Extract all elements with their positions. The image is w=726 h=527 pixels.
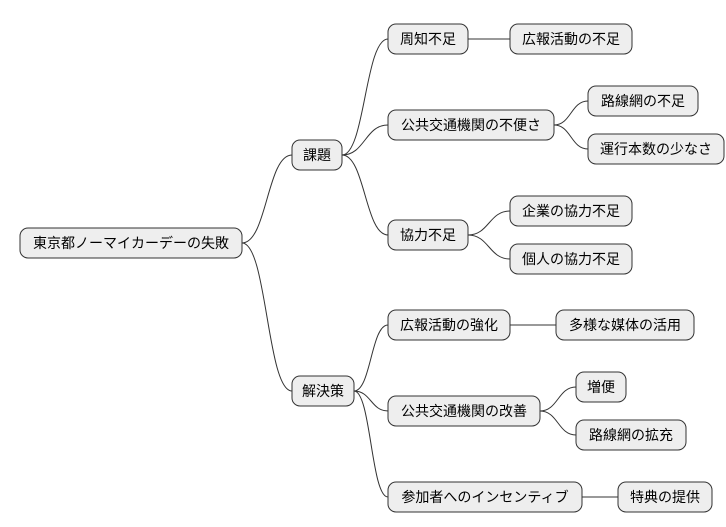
node-label: 企業の協力不足 [522,203,620,219]
node-label: 路線網の不足 [601,93,685,109]
edge [554,101,588,125]
node-label: 広報活動の強化 [400,317,498,333]
node-label: 周知不足 [400,31,456,47]
node-label: 多様な媒体の活用 [569,317,681,333]
node-sol: 解決策 [292,376,354,406]
node-label: 公共交通機関の不便さ [401,117,541,133]
edge [468,235,510,259]
node-i3b: 個人の協力不足 [510,244,632,274]
edge [242,243,292,391]
edge [354,391,388,497]
node-root: 東京都ノーマイカーデーの失敗 [20,228,242,258]
node-s1: 広報活動の強化 [388,310,510,340]
node-label: 運行本数の少なさ [600,141,712,157]
node-label: 協力不足 [400,227,456,243]
node-label: 広報活動の不足 [522,31,620,47]
node-label: 個人の協力不足 [522,251,620,267]
node-i2b: 運行本数の少なさ [588,134,724,164]
node-s2a: 増便 [576,372,626,402]
node-s1a: 多様な媒体の活用 [556,310,694,340]
edge [342,39,388,155]
node-s2: 公共交通機関の改善 [388,396,540,426]
node-label: 参加者へのインセンティブ [401,489,568,505]
mindmap-canvas: 東京都ノーマイカーデーの失敗課題解決策周知不足公共交通機関の不便さ協力不足広報活… [0,0,726,527]
node-label: 路線網の拡充 [589,427,673,443]
node-i3: 協力不足 [388,220,468,250]
node-s3: 参加者へのインセンティブ [388,482,582,512]
node-i1: 周知不足 [388,24,468,54]
node-label: 東京都ノーマイカーデーの失敗 [33,235,229,251]
node-i2: 公共交通機関の不便さ [388,110,554,140]
node-i2a: 路線網の不足 [588,86,698,116]
edge [468,211,510,235]
node-i1a: 広報活動の不足 [510,24,632,54]
node-s2b: 路線網の拡充 [576,420,686,450]
node-s3a: 特典の提供 [618,482,712,512]
node-i3a: 企業の協力不足 [510,196,632,226]
edge [342,155,388,235]
node-label: 特典の提供 [630,489,700,505]
edge [540,387,576,411]
node-label: 公共交通機関の改善 [401,403,527,419]
node-label: 増便 [587,379,615,395]
edge [354,325,388,391]
node-label: 課題 [303,147,331,163]
node-label: 解決策 [302,383,344,399]
node-issues: 課題 [292,140,342,170]
edge [540,411,576,435]
edge [554,125,588,149]
edge [242,155,292,243]
